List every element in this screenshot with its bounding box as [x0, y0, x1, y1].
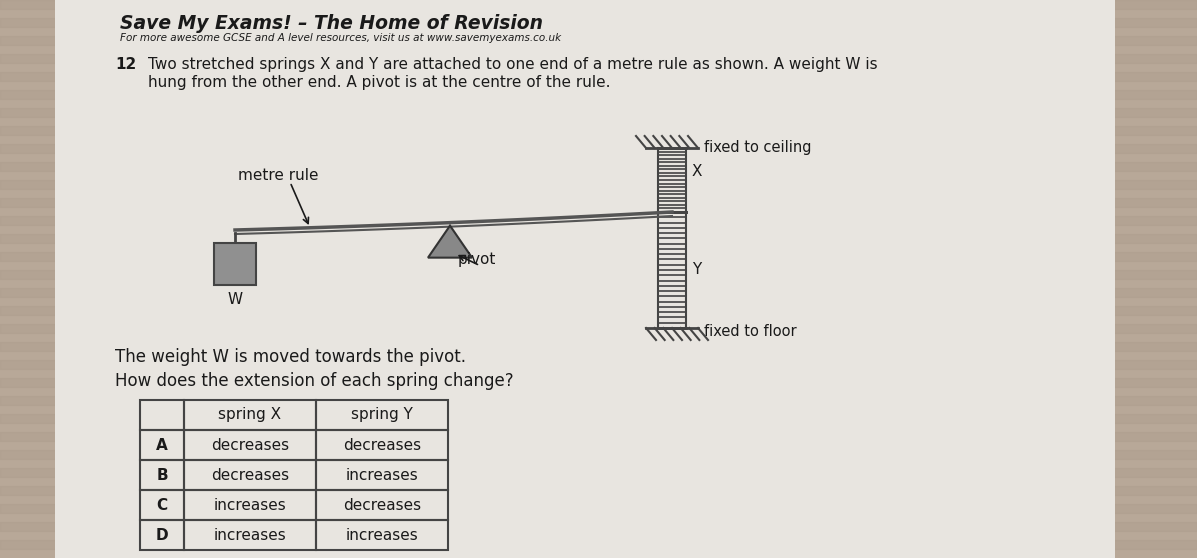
Text: X: X: [692, 165, 703, 180]
Bar: [140, 520, 184, 550]
Bar: [140, 490, 184, 520]
Bar: [214, 243, 256, 285]
Bar: [316, 460, 448, 490]
Text: metre rule: metre rule: [238, 168, 318, 183]
Bar: [140, 460, 184, 490]
Polygon shape: [429, 225, 472, 258]
Text: Two stretched springs X and Y are attached to one end of a metre rule as shown. : Two stretched springs X and Y are attach…: [148, 57, 877, 72]
Bar: [316, 400, 448, 430]
Text: Save My Exams! – The Home of Revision: Save My Exams! – The Home of Revision: [120, 14, 543, 33]
Text: hung from the other end. A pivot is at the centre of the rule.: hung from the other end. A pivot is at t…: [148, 75, 610, 90]
Text: C: C: [157, 498, 168, 512]
Text: The weight W is moved towards the pivot.: The weight W is moved towards the pivot.: [115, 348, 466, 366]
Text: decreases: decreases: [342, 437, 421, 453]
Text: increases: increases: [213, 527, 286, 542]
Text: increases: increases: [346, 468, 419, 483]
Bar: [184, 490, 316, 520]
Text: increases: increases: [213, 498, 286, 512]
Bar: [316, 430, 448, 460]
Text: W: W: [227, 292, 243, 307]
Text: D: D: [156, 527, 169, 542]
Text: decreases: decreases: [342, 498, 421, 512]
Text: Y: Y: [692, 262, 701, 277]
Bar: [55, 0, 1114, 558]
Text: 12: 12: [115, 57, 136, 72]
Bar: [316, 490, 448, 520]
Text: fixed to floor: fixed to floor: [704, 324, 797, 339]
Text: increases: increases: [346, 527, 419, 542]
Bar: [184, 400, 316, 430]
Text: A: A: [156, 437, 168, 453]
Bar: [140, 400, 184, 430]
Bar: [184, 460, 316, 490]
Text: For more awesome GCSE and A level resources, visit us at www.savemyexams.co.uk: For more awesome GCSE and A level resour…: [120, 33, 561, 43]
Bar: [184, 430, 316, 460]
Text: B: B: [156, 468, 168, 483]
Text: decreases: decreases: [211, 468, 288, 483]
Bar: [140, 430, 184, 460]
Bar: [184, 520, 316, 550]
Text: spring X: spring X: [218, 407, 281, 422]
Text: spring Y: spring Y: [351, 407, 413, 422]
Text: decreases: decreases: [211, 437, 288, 453]
Text: How does the extension of each spring change?: How does the extension of each spring ch…: [115, 372, 514, 390]
Bar: [316, 520, 448, 550]
Text: fixed to ceiling: fixed to ceiling: [704, 140, 812, 155]
Text: pivot: pivot: [458, 252, 497, 267]
